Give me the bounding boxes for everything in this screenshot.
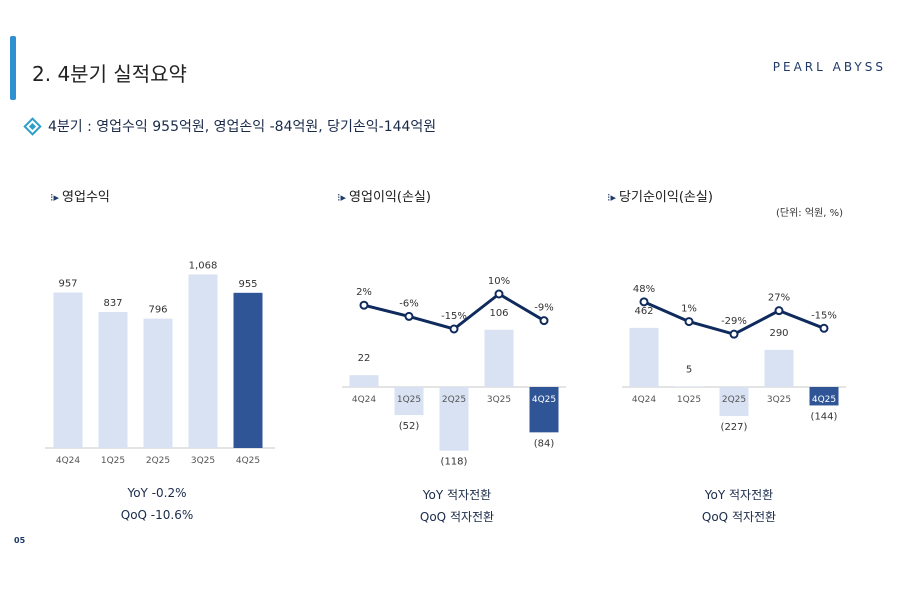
net-income-qoq-note: QoQ 적자전환: [701, 510, 777, 524]
op-income-bar: [529, 387, 559, 433]
net-income-bar: [674, 386, 704, 387]
net-income-margin-label: 48%: [633, 284, 655, 295]
net-income-margin-label: -15%: [811, 310, 837, 321]
op-income-category-label: 3Q25: [487, 395, 511, 405]
op-income-margin-label: -6%: [399, 298, 418, 309]
op-income-category-label: 1Q25: [397, 395, 421, 405]
net-income-value-label: 290: [769, 328, 788, 339]
arrow-bullet-icon: ⁝▸: [50, 191, 60, 204]
op-income-margin-point: [404, 311, 414, 321]
net-income-margin-point: [774, 306, 784, 316]
net-income-margin-point: [639, 297, 649, 307]
revenue-category-label: 1Q25: [101, 456, 125, 466]
brand-logo: PEARL ABYSS: [772, 60, 886, 74]
net-income-margin-label: -29%: [721, 316, 747, 327]
revenue-value-label: 1,068: [189, 260, 218, 271]
net-income-margin-point: [729, 329, 739, 339]
revenue-qoq-note: QoQ -10.6%: [120, 508, 194, 522]
op-income-value-label: (84): [534, 438, 555, 449]
revenue-category-label: 2Q25: [146, 456, 170, 466]
net-income-margin-point: [684, 317, 694, 327]
summary-text: 4분기 : 영업수익 955억원, 영업손익 -84억원, 당기손익-144억원: [48, 119, 437, 135]
net-income-value-label: (144): [811, 411, 838, 422]
arrow-bullet-icon: ⁝▸: [337, 191, 347, 204]
revenue-category-label: 4Q25: [236, 456, 260, 466]
op-income-category-label: 4Q24: [352, 395, 377, 405]
revenue-category-label: 3Q25: [191, 456, 215, 466]
net-income-value-label: (227): [721, 422, 748, 433]
op-income-category-label: 2Q25: [442, 395, 466, 405]
op-income-value-label: (52): [399, 421, 420, 432]
net-income-bar: [719, 387, 749, 417]
net-income-category-label: 1Q25: [677, 395, 701, 405]
revenue-value-label: 837: [103, 298, 122, 309]
op-income-margin-label: -15%: [441, 311, 467, 322]
net-income-margin-point: [819, 323, 829, 333]
op-income-bar: [349, 375, 379, 387]
net-income-category-label: 4Q24: [632, 395, 657, 405]
op-income-chart-title: ⁝▸ 영업이익(손실): [337, 190, 431, 205]
op-income-value-label: 106: [489, 308, 508, 319]
net-income-yoy-note: YoY 적자전환: [704, 488, 774, 502]
arrow-bullet-icon: ⁝▸: [607, 191, 617, 204]
revenue-bar: [98, 311, 128, 448]
op-income-margin-label: 10%: [488, 276, 510, 287]
net-income-bar: [764, 349, 794, 387]
op-income-value-label: (118): [441, 457, 468, 468]
page-number: 05: [14, 536, 26, 545]
net-income-value-label: 5: [686, 364, 692, 375]
net-income-category-label: 3Q25: [767, 395, 791, 405]
net-income-margin-label: 27%: [768, 293, 790, 304]
revenue-chart-title: ⁝▸ 영업수익: [50, 190, 110, 205]
op-income-yoy-note: YoY 적자전환: [422, 488, 492, 502]
op-income-bar: [394, 387, 424, 416]
op-income-margin-point: [539, 316, 549, 326]
op-income-margin-label: 2%: [356, 287, 372, 298]
revenue-category-label: 4Q24: [56, 456, 81, 466]
op-income-value-label: 22: [358, 353, 371, 364]
net-income-chart-title: ⁝▸ 당기순이익(손실): [607, 190, 713, 205]
revenue-bar: [233, 292, 263, 448]
op-income-margin-point: [494, 289, 504, 299]
title-accent-bar: [10, 36, 16, 100]
net-income-bar: [629, 327, 659, 387]
net-income-category-label: 2Q25: [722, 395, 746, 405]
revenue-value-label: 955: [238, 279, 257, 290]
revenue-yoy-note: YoY -0.2%: [127, 486, 187, 500]
op-income-margin-point: [449, 324, 459, 334]
op-income-bar: [439, 387, 469, 451]
summary-line: 4분기 : 영업수익 955억원, 영업손익 -84억원, 당기손익-144억원: [23, 116, 437, 136]
revenue-bar: [188, 274, 218, 448]
revenue-bar: [143, 318, 173, 448]
unit-label: (단위: 억원, %): [776, 208, 844, 219]
op-income-margin-label: -9%: [534, 303, 553, 314]
op-income-category-label: 4Q25: [532, 395, 556, 405]
revenue-value-label: 796: [148, 305, 167, 316]
op-income-qoq-note: QoQ 적자전환: [419, 510, 495, 524]
net-income-margin-label: 1%: [681, 304, 697, 315]
page-title: 2. 4분기 실적요약: [32, 62, 187, 86]
net-income-value-label: 462: [634, 306, 653, 317]
op-income-margin-point: [359, 300, 369, 310]
net-income-bar: [809, 387, 839, 406]
revenue-value-label: 957: [58, 278, 77, 289]
net-income-category-label: 4Q25: [812, 395, 836, 405]
op-income-bar: [484, 329, 514, 387]
revenue-bar: [53, 292, 83, 448]
